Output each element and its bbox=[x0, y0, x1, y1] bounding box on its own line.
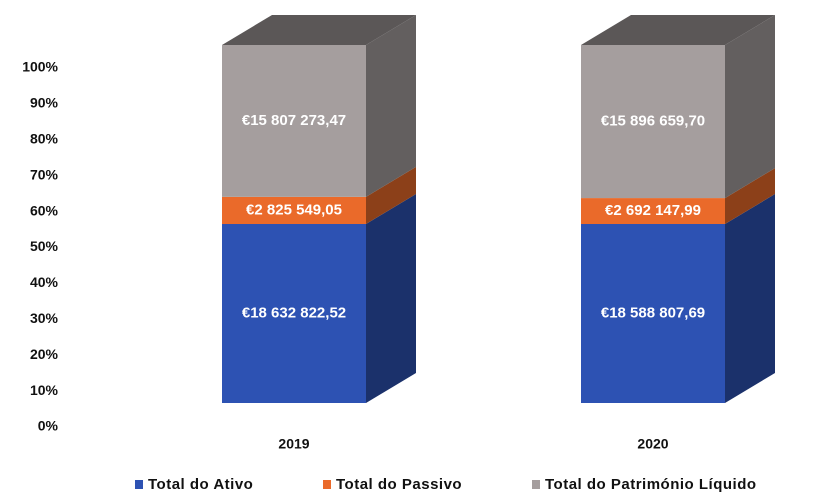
bar bbox=[222, 45, 366, 197]
bar bbox=[581, 224, 725, 403]
y-tick-label: 30% bbox=[30, 310, 59, 326]
data-label: €2 692 147,99 bbox=[605, 202, 701, 219]
legend-swatch bbox=[135, 480, 143, 489]
y-tick-label: 80% bbox=[30, 131, 59, 147]
y-tick-label: 60% bbox=[30, 202, 59, 218]
bar-side bbox=[725, 15, 775, 199]
data-label: €18 588 807,69 bbox=[601, 304, 705, 321]
y-tick-label: 0% bbox=[38, 418, 59, 434]
legend-label: Total do Ativo bbox=[148, 476, 253, 493]
data-label: €18 632 822,52 bbox=[242, 304, 346, 321]
y-tick-label: 10% bbox=[30, 382, 59, 398]
y-tick-label: 90% bbox=[30, 95, 59, 111]
bar-top bbox=[581, 15, 775, 45]
bar-side bbox=[366, 15, 416, 197]
y-tick-label: 40% bbox=[30, 274, 59, 290]
legend-swatch bbox=[532, 480, 540, 489]
bar-side bbox=[366, 194, 416, 403]
bar-side bbox=[725, 194, 775, 403]
y-tick-label: 20% bbox=[30, 346, 59, 362]
bar-top bbox=[222, 15, 416, 45]
legend-label: Total do Património Líquido bbox=[545, 476, 757, 493]
legend-label: Total do Passivo bbox=[336, 476, 462, 493]
x-tick-label: 2019 bbox=[278, 436, 309, 452]
bar bbox=[581, 198, 725, 224]
y-tick-label: 70% bbox=[30, 166, 59, 182]
y-tick-label: 50% bbox=[30, 238, 59, 254]
bar-side bbox=[366, 166, 416, 224]
y-tick-label: 100% bbox=[22, 59, 58, 75]
bar-side bbox=[725, 168, 775, 224]
bar bbox=[222, 224, 366, 403]
legend-swatch bbox=[323, 480, 331, 489]
bar bbox=[581, 45, 725, 199]
data-label: €15 807 273,47 bbox=[242, 112, 346, 129]
data-label: €2 825 549,05 bbox=[246, 201, 342, 218]
x-tick-label: 2020 bbox=[637, 436, 668, 452]
data-label: €15 896 659,70 bbox=[601, 113, 705, 130]
bar bbox=[222, 196, 366, 224]
